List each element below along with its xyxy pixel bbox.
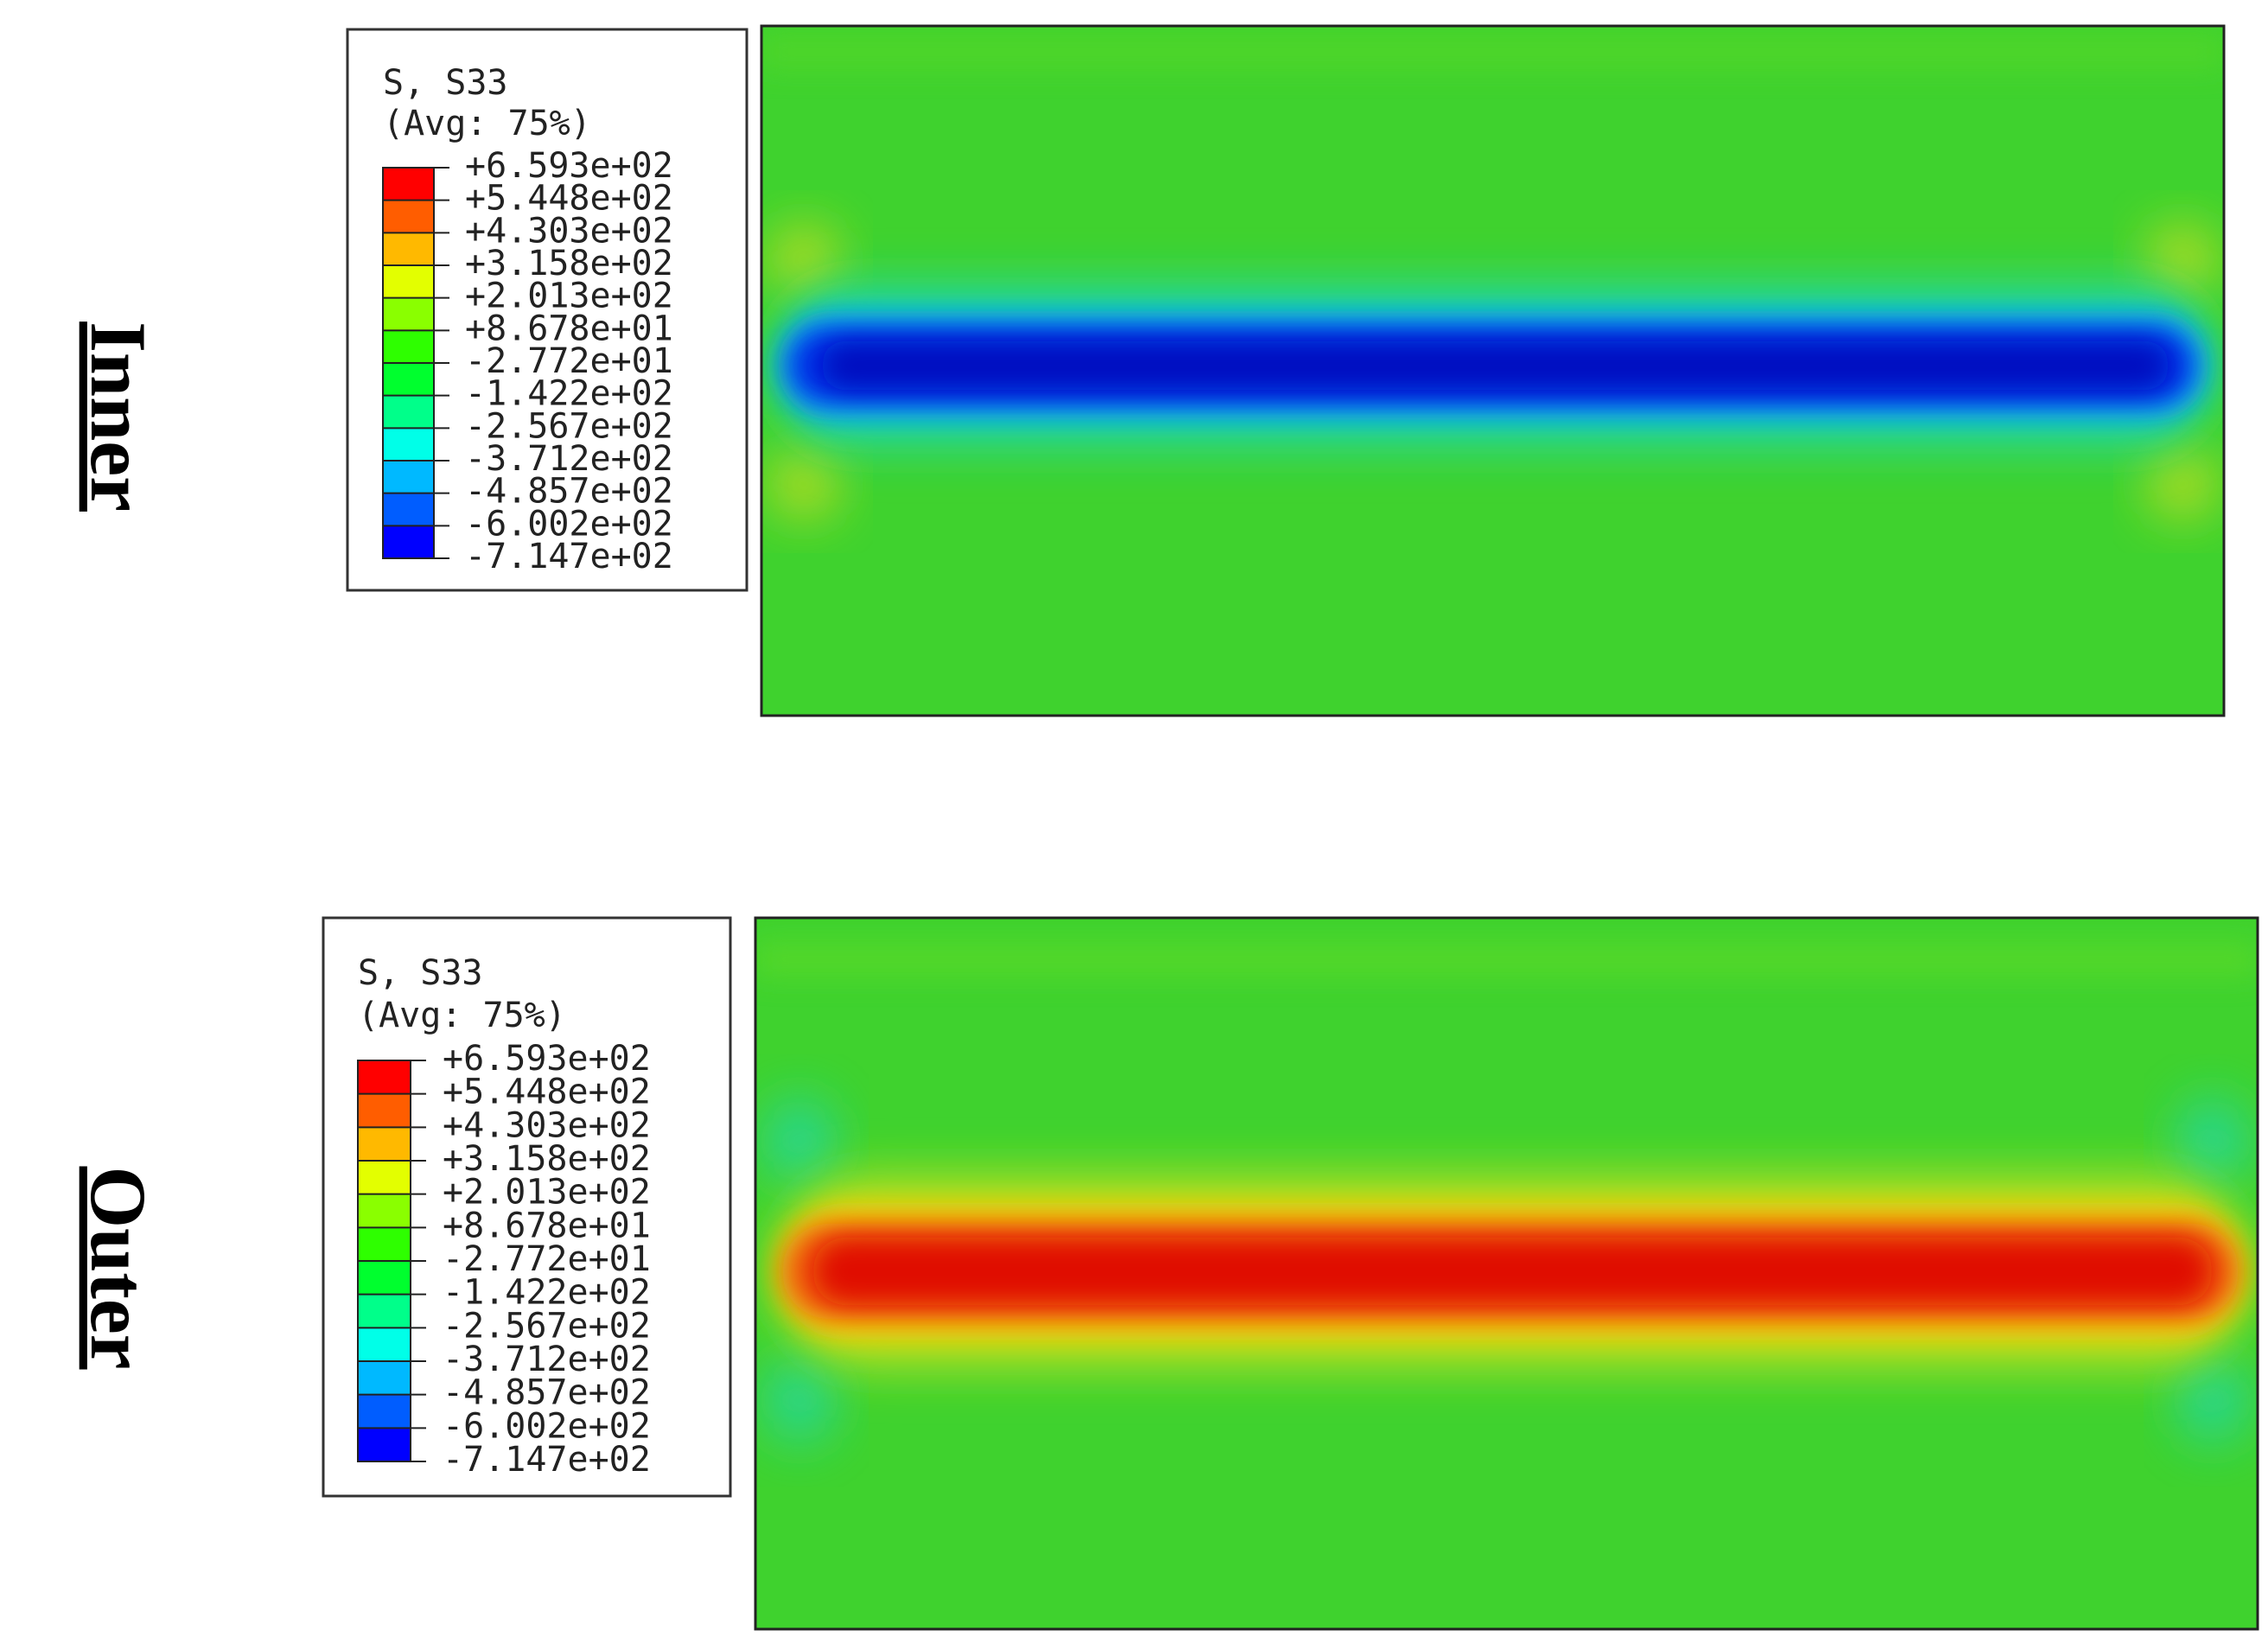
- color-band: [358, 1327, 411, 1362]
- color-band: [358, 1361, 411, 1396]
- legend-tick-label: -6.002e+02: [443, 1406, 651, 1446]
- plot-frame: [754, 916, 2259, 1631]
- legend-tick-label: +3.158e+02: [465, 244, 673, 283]
- color-band: [383, 330, 434, 364]
- color-band: [383, 493, 434, 526]
- color-band: [383, 168, 434, 201]
- color-band: [383, 525, 434, 559]
- legend-tick-label: -4.857e+02: [465, 472, 673, 512]
- color-band: [358, 1093, 411, 1128]
- legend-tick-label: +6.593e+02: [443, 1039, 651, 1079]
- legend-tick-label: -1.422e+02: [443, 1273, 651, 1313]
- color-band: [358, 1428, 411, 1462]
- legend-tick-label: +3.158e+02: [443, 1139, 651, 1179]
- legend-subtitle: (Avg: 75%): [358, 996, 566, 1035]
- legend-subtitle: (Avg: 75%): [383, 104, 591, 143]
- panel-label: Outer: [74, 1166, 162, 1369]
- legend-tick-label: +8.678e+01: [465, 309, 673, 348]
- legend-tick-label: -2.567e+02: [443, 1306, 651, 1346]
- panel-label: Inner: [74, 322, 162, 512]
- color-band: [358, 1060, 411, 1095]
- legend-tick-label: -7.147e+02: [465, 537, 673, 576]
- legend-tick-label: -2.772e+01: [443, 1239, 651, 1279]
- legend-tick-label: +2.013e+02: [465, 277, 673, 316]
- color-band: [383, 395, 434, 429]
- color-band: [383, 428, 434, 462]
- legend-tick-label: +5.448e+02: [443, 1073, 651, 1112]
- contour-outer: [755, 918, 2258, 1629]
- color-band: [383, 461, 434, 494]
- legend-tick-label: +6.593e+02: [465, 146, 673, 186]
- legend-tick-label: -1.422e+02: [465, 374, 673, 414]
- legend-tick-label: +4.303e+02: [443, 1105, 651, 1145]
- color-band: [383, 232, 434, 266]
- legend-tick-label: -2.772e+01: [465, 341, 673, 381]
- legend-tick-label: -4.857e+02: [443, 1373, 651, 1413]
- color-band: [358, 1261, 411, 1296]
- legend-tick-label: -7.147e+02: [443, 1440, 651, 1480]
- legend-tick-label: +2.013e+02: [443, 1173, 651, 1213]
- color-band: [358, 1127, 411, 1162]
- color-band: [358, 1194, 411, 1228]
- contour-inner: [761, 26, 2224, 716]
- colorbar-frame: [382, 167, 435, 559]
- plot-frame: [760, 24, 2226, 717]
- color-band: [383, 363, 434, 397]
- legend-tick-label: -6.002e+02: [465, 504, 673, 544]
- legend-tick-label: -3.712e+02: [465, 439, 673, 479]
- color-band: [358, 1161, 411, 1195]
- color-band: [383, 265, 434, 299]
- color-band: [358, 1394, 411, 1429]
- legend-title: S, S33: [358, 953, 483, 993]
- color-band: [383, 200, 434, 233]
- legend-tick-label: -2.567e+02: [465, 406, 673, 446]
- colorbar-frame: [357, 1060, 411, 1462]
- color-band: [358, 1294, 411, 1328]
- color-band: [358, 1227, 411, 1262]
- color-band: [383, 297, 434, 331]
- legend-tick-label: +4.303e+02: [465, 211, 673, 251]
- legend-tick-label: +8.678e+01: [443, 1206, 651, 1245]
- legend-title: S, S33: [383, 63, 508, 103]
- legend-tick-label: +5.448e+02: [465, 179, 673, 219]
- legend-tick-label: -3.712e+02: [443, 1340, 651, 1379]
